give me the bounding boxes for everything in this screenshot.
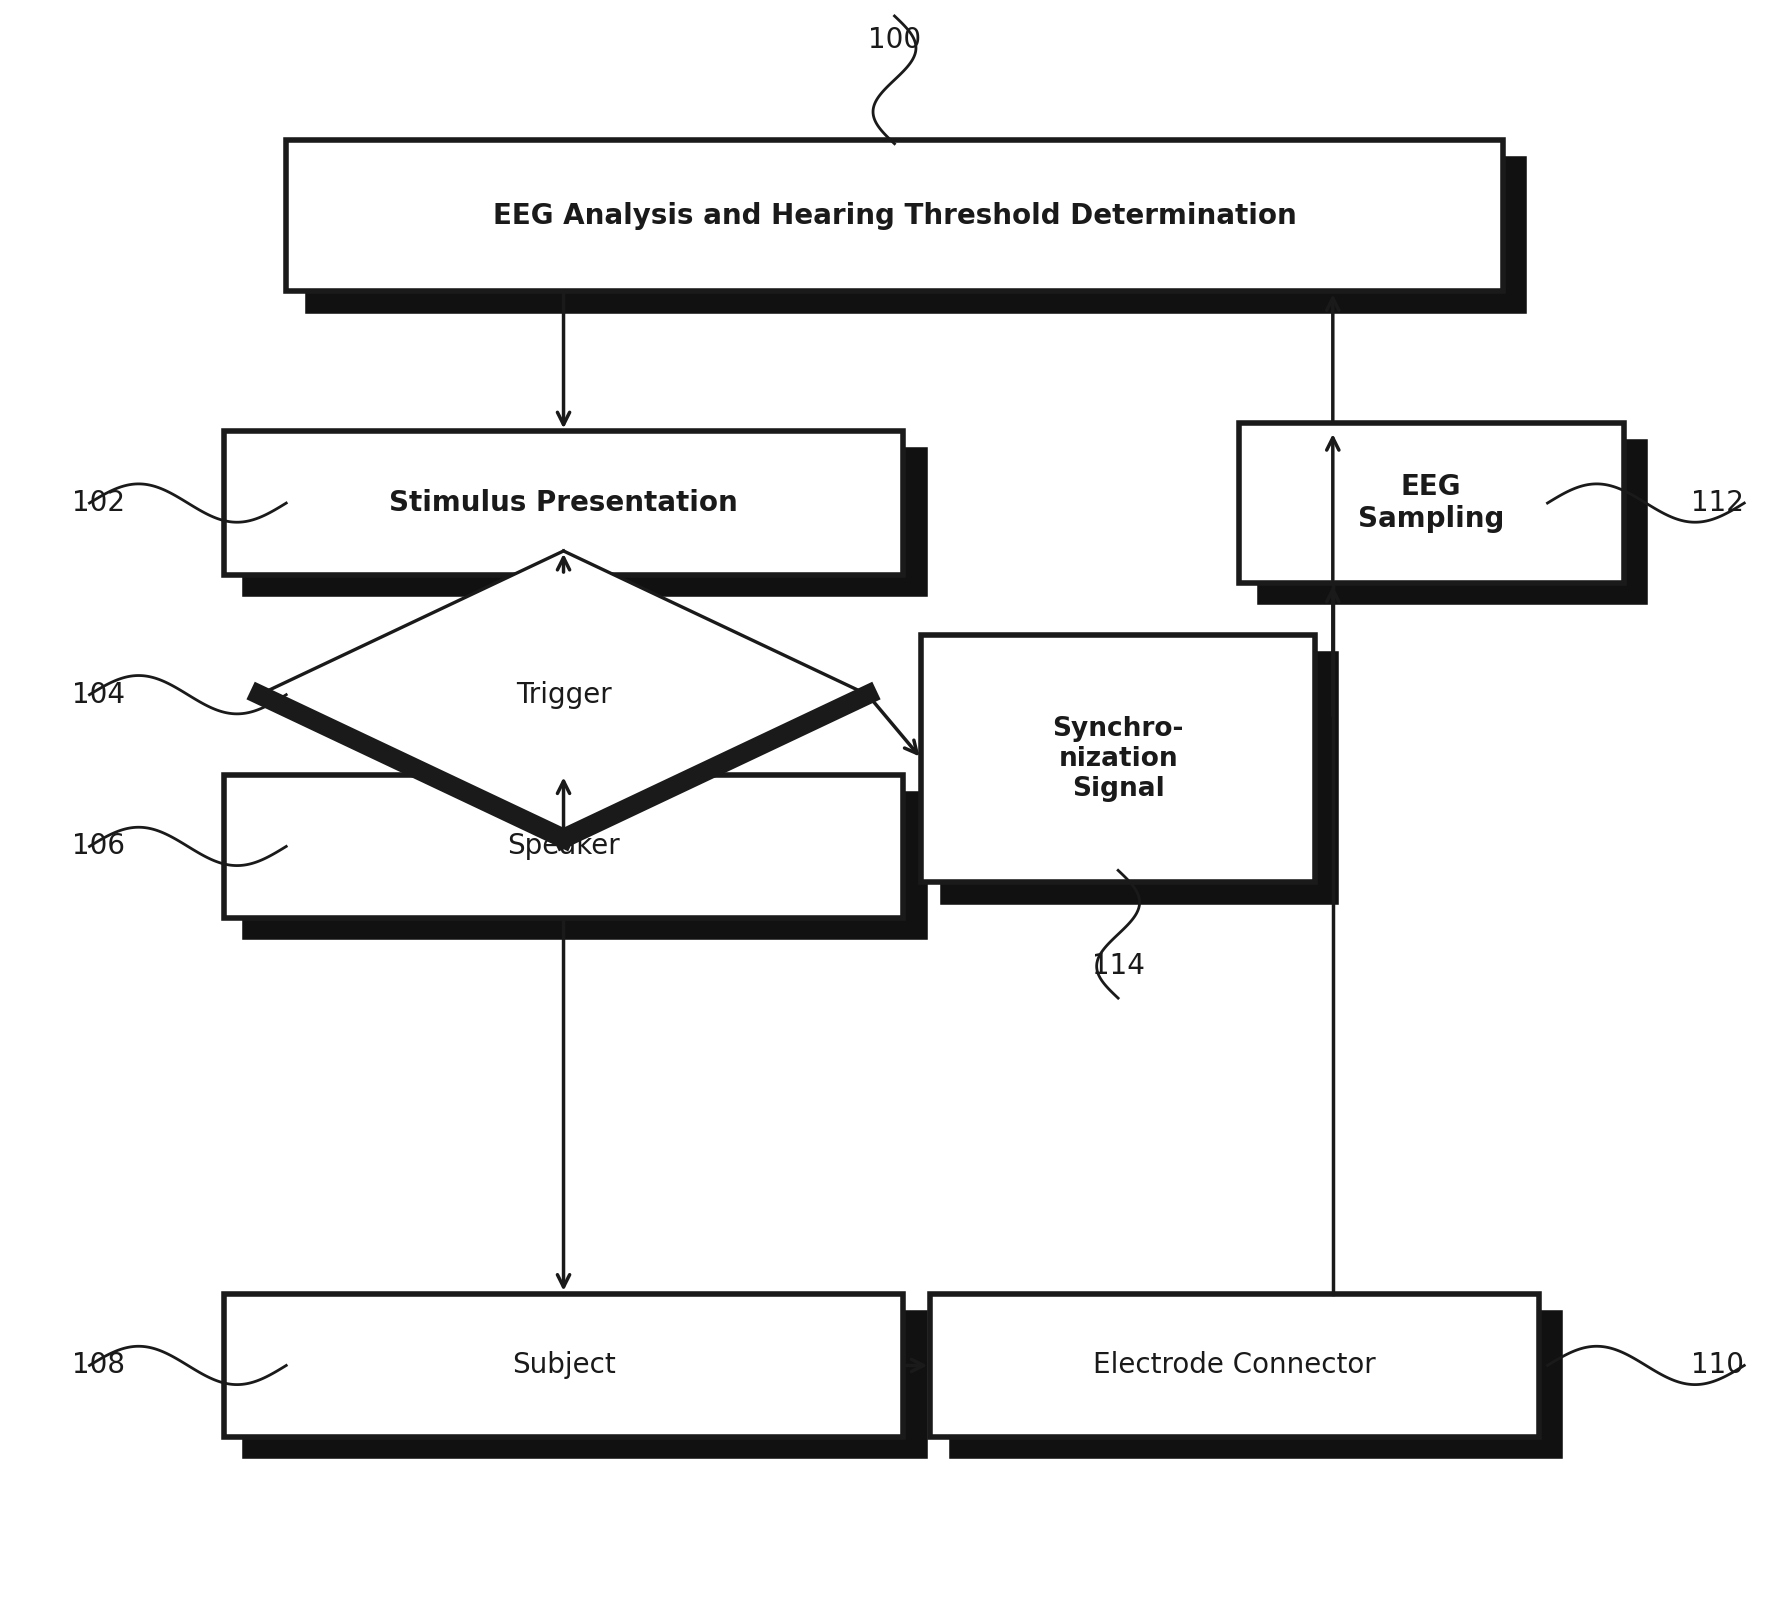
Text: 104: 104 [72,680,125,709]
Text: EEG Analysis and Hearing Threshold Determination: EEG Analysis and Hearing Threshold Deter… [492,201,1297,230]
Bar [1259,442,1644,602]
Text: Speaker: Speaker [506,832,621,861]
Text: 114: 114 [1091,952,1145,981]
Bar [245,450,925,594]
Text: Subject: Subject [512,1351,615,1380]
Polygon shape [259,551,868,838]
Bar [308,160,1524,311]
Bar [224,1294,903,1437]
Bar [245,794,925,937]
Text: Stimulus Presentation: Stimulus Presentation [390,489,737,517]
Text: 102: 102 [72,489,125,517]
Bar [943,655,1336,901]
Bar [245,1313,925,1456]
Text: EEG
Sampling: EEG Sampling [1358,473,1505,533]
Bar [921,634,1315,882]
Text: Synchro-
nization
Signal: Synchro- nization Signal [1052,715,1184,802]
Text: Electrode Connector: Electrode Connector [1093,1351,1376,1380]
Text: 108: 108 [72,1351,125,1380]
Bar [952,1313,1560,1456]
Bar [930,1294,1539,1437]
Text: 112: 112 [1691,489,1744,517]
Bar [224,775,903,918]
Bar [1238,423,1624,583]
Text: Trigger: Trigger [515,680,612,709]
Bar [224,431,903,575]
Text: 106: 106 [72,832,125,861]
Text: 100: 100 [868,26,921,54]
Bar [286,141,1503,292]
Text: 110: 110 [1691,1351,1744,1380]
